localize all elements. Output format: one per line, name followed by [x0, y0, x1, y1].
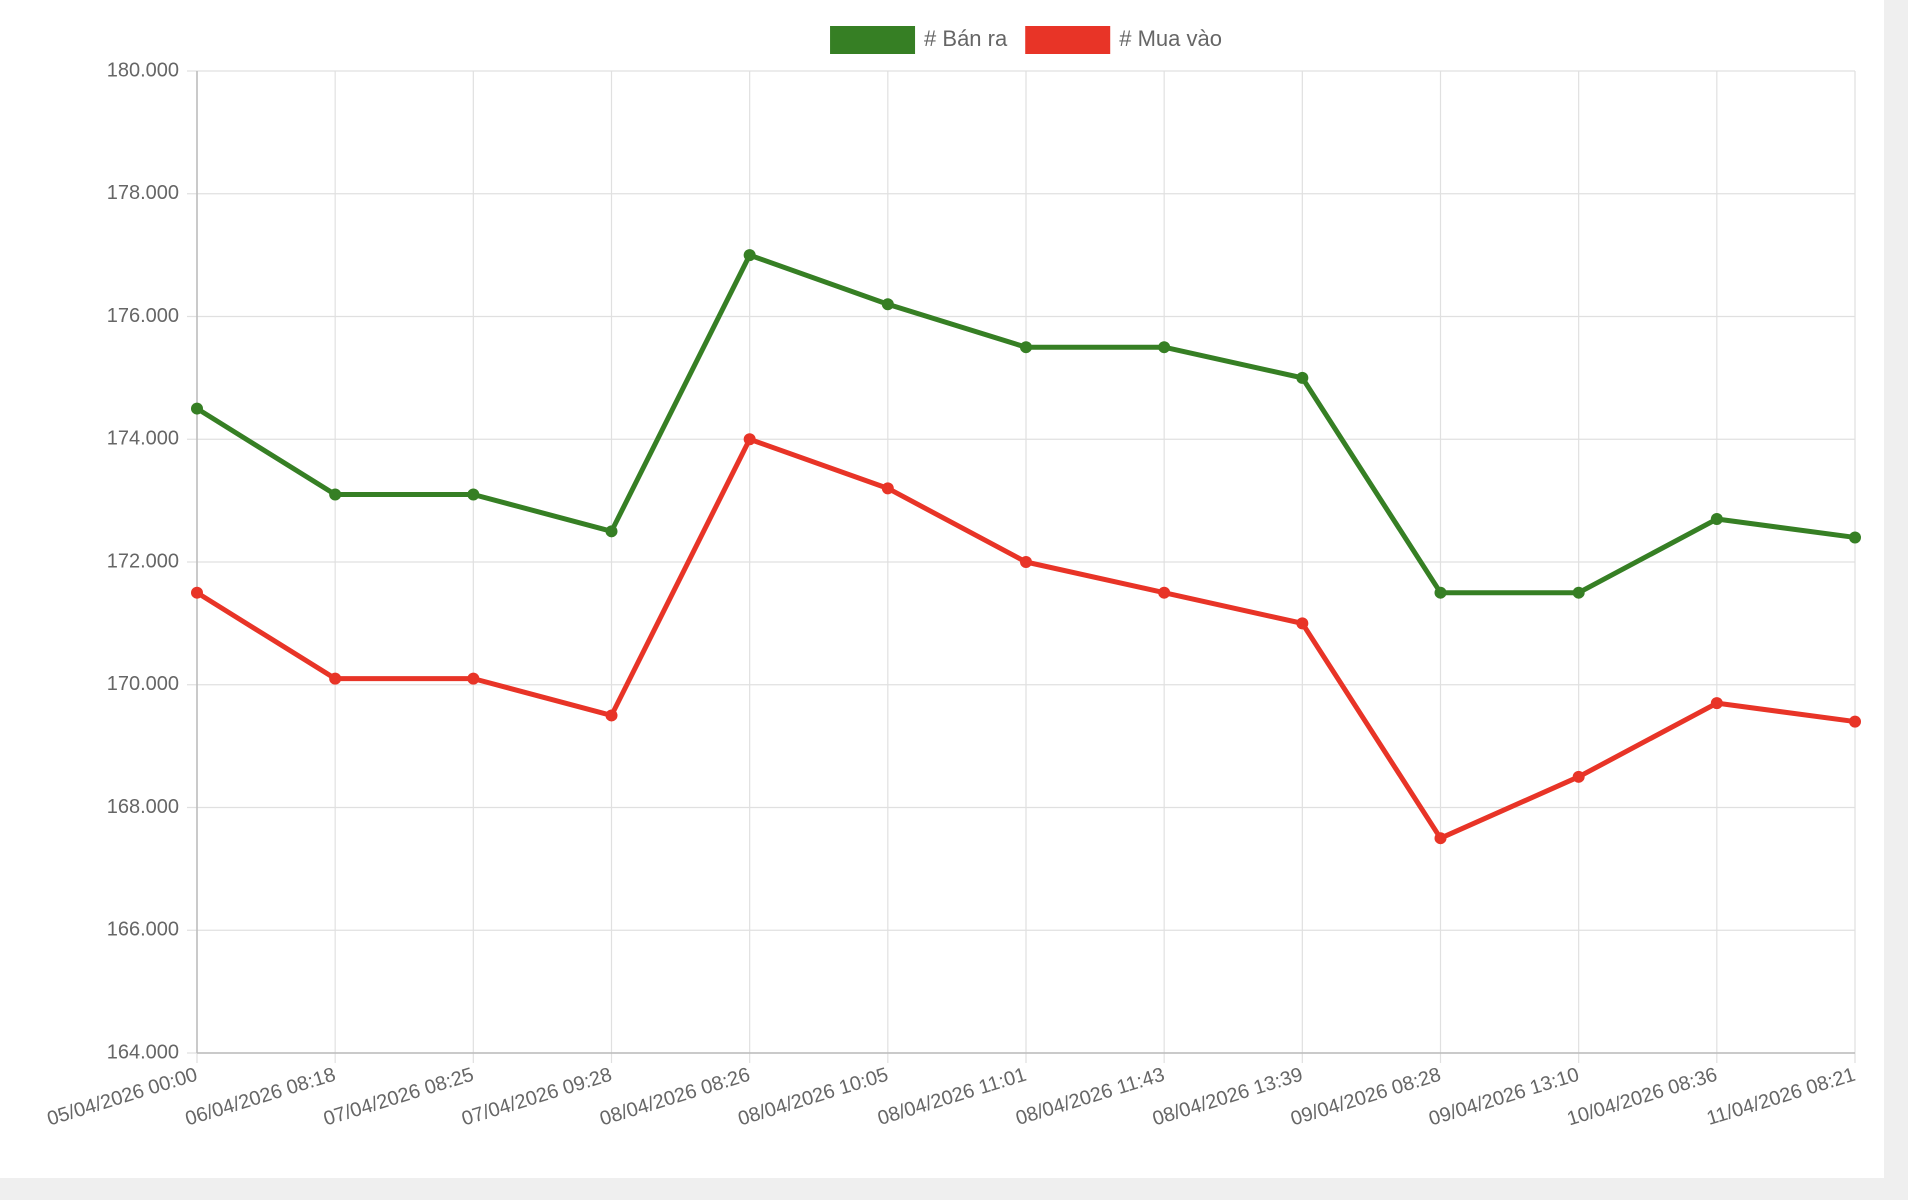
y-tick-label: 166.000 — [107, 919, 179, 941]
legend-label: # Mua vào — [1119, 26, 1222, 51]
point — [1158, 586, 1171, 599]
point — [1434, 832, 1447, 845]
x-tick-label: 08/04/2026 10:05 — [736, 1064, 891, 1131]
point — [1710, 697, 1723, 710]
point — [329, 488, 342, 501]
point — [743, 249, 756, 262]
x-tick-label: 08/04/2026 08:26 — [597, 1064, 752, 1131]
point — [191, 402, 203, 415]
y-tick-label: 180.000 — [107, 59, 179, 81]
point — [1296, 617, 1309, 630]
legend-swatch — [1025, 26, 1111, 54]
point — [605, 525, 618, 538]
point — [1020, 341, 1032, 354]
point — [191, 586, 203, 599]
point — [1434, 586, 1447, 599]
point — [743, 433, 756, 446]
point — [605, 709, 618, 722]
y-tick-label: 176.000 — [107, 305, 179, 327]
point — [881, 298, 894, 311]
x-tick-label: 07/04/2026 09:28 — [459, 1064, 614, 1131]
point — [1710, 513, 1723, 526]
x-tick-label: 11/04/2026 08:21 — [1704, 1064, 1858, 1130]
y-tick-label: 174.000 — [107, 428, 179, 450]
x-tick-label: 05/04/2026 00:00 — [45, 1064, 200, 1131]
y-tick-label: 168.000 — [107, 796, 179, 818]
legend-label: # Bán ra — [924, 26, 1008, 51]
x-tick-label: 08/04/2026 11:01 — [875, 1064, 1029, 1130]
x-tick-label: 08/04/2026 13:39 — [1150, 1064, 1305, 1131]
side-strip — [1884, 0, 1908, 1200]
point — [1849, 715, 1861, 728]
x-tick-label: 06/04/2026 08:18 — [183, 1064, 338, 1131]
x-tick-label: 09/04/2026 13:10 — [1426, 1064, 1581, 1131]
point — [1849, 531, 1861, 544]
x-tick-label: 07/04/2026 08:25 — [321, 1064, 476, 1131]
x-tick-label: 08/04/2026 11:43 — [1013, 1064, 1167, 1130]
point — [1296, 371, 1309, 384]
y-tick-label: 170.000 — [107, 673, 179, 695]
point — [1020, 556, 1032, 568]
point — [467, 672, 480, 685]
x-tick-label: 10/04/2026 08:36 — [1565, 1064, 1720, 1131]
point — [1158, 341, 1171, 354]
point — [329, 672, 342, 685]
point — [1572, 586, 1585, 599]
y-tick-label: 164.000 — [107, 1041, 179, 1063]
bottom-strip — [0, 1178, 1908, 1200]
point — [467, 488, 480, 501]
legend-swatch — [830, 26, 916, 54]
point — [1572, 770, 1585, 783]
point — [881, 482, 894, 495]
x-tick-label: 09/04/2026 08:28 — [1288, 1064, 1443, 1131]
y-tick-label: 178.000 — [107, 182, 179, 204]
y-tick-label: 172.000 — [107, 550, 179, 572]
